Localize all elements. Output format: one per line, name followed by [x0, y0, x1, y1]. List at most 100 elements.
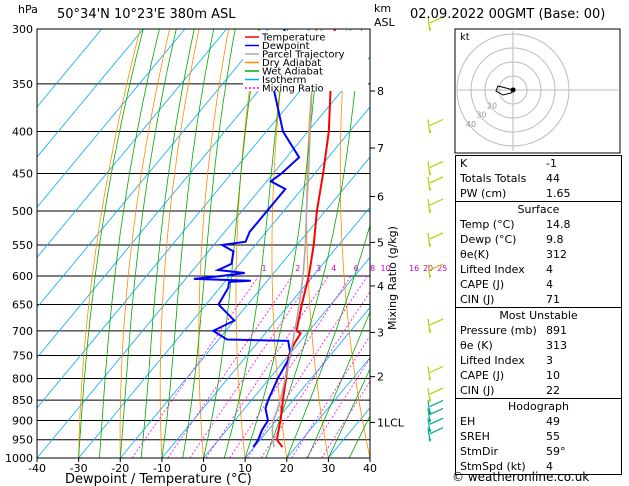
pressure-tick-label: 500 [12, 205, 33, 218]
table-row: StmDir 59° [456, 444, 621, 459]
wind-barb-flag [429, 16, 444, 24]
row-value: 312 [546, 248, 567, 261]
asl-label: ASL [374, 16, 396, 29]
wind-barb-dot [428, 398, 432, 402]
isotherm--100 [37, 29, 144, 158]
temp-tick-label: 0 [200, 462, 207, 475]
table-row: Totals Totals 44 [456, 171, 621, 186]
dry-adiabat [306, 29, 329, 458]
row-label: θe (K) [460, 339, 493, 352]
table-row: Lifted Index 3 [456, 353, 621, 368]
pressure-tick-label: 800 [12, 372, 33, 385]
wet-adiabat [203, 29, 260, 458]
table-row: SREH 55 [456, 429, 621, 444]
dry-adiabat [235, 29, 259, 458]
km-tick-label: 1LCL [377, 416, 405, 429]
row-label: CAPE (J) [460, 278, 505, 291]
wind-barb-flag [429, 198, 444, 206]
dry-adiabat [78, 29, 141, 458]
hpa-label: hPa [18, 3, 38, 16]
row-value: 9.8 [546, 233, 564, 246]
series-parcel-trajectory [271, 29, 317, 448]
wind-barb-dot [428, 429, 432, 432]
temp-tick-label: -10 [153, 462, 171, 475]
mixing-ratio-line-20 [306, 357, 370, 458]
dry-adiabat [159, 29, 200, 458]
row-label: K [460, 157, 468, 170]
isotherm--70 [37, 29, 269, 309]
row-label: SREH [460, 430, 490, 443]
km-label: km [374, 2, 391, 15]
mixing-ratio-line-16 [291, 335, 370, 458]
table-row: Pressure (mb) 891 [456, 323, 621, 338]
wind-barb-flag [429, 176, 444, 184]
table-row: CAPE (J) 10 [456, 368, 621, 383]
km-tick-label: 8 [377, 85, 384, 98]
row-label: StmSpd (kt) [460, 460, 526, 473]
pressure-tick-label: 650 [12, 299, 33, 312]
wind-barb-dot [428, 209, 432, 213]
most-unstable-title: Most Unstable [456, 307, 621, 323]
mixing-ratio-line-8 [246, 275, 368, 458]
wind-barb-flag [429, 232, 444, 240]
most-unstable-rows: Pressure (mb) 891 θe (K) 313 Lifted Index 3 CA… [456, 323, 621, 398]
legend-label: Dewpoint [262, 41, 310, 52]
isotherm--90 [37, 29, 186, 208]
wind-barb-flag [429, 263, 444, 271]
wind-barb-dot [428, 411, 432, 414]
table-row: θe (K) 313 [456, 338, 621, 353]
isotherm-0 [203, 256, 370, 458]
table-row: Lifted Index 4 [456, 262, 621, 277]
isotherm--30 [78, 106, 370, 458]
temp-tick-label: 20 [280, 462, 294, 475]
table-row: K -1 [456, 156, 621, 171]
pressure-tick-label: 1000 [5, 452, 33, 465]
mixing-ratio-line-3 [189, 275, 314, 458]
pressure-tick-label: 850 [12, 394, 33, 407]
wind-barb-flag [429, 399, 444, 407]
wind-barb-flag [429, 365, 444, 374]
wind-barb-flag [429, 427, 444, 435]
hodograph-kt-label: kt [460, 32, 470, 43]
surface-title: Surface [456, 201, 621, 217]
pressure-tick-label: 300 [12, 23, 33, 36]
dry-adiabat [119, 29, 170, 458]
temp-tick-label: -40 [28, 462, 46, 475]
wind-barb-dot [428, 377, 432, 380]
legend-background [243, 31, 368, 91]
mixing-ratio-line-1 [131, 275, 259, 458]
location-title: 50°34'N 10°23'E 380m ASL [57, 7, 236, 22]
pressure-tick-label: 950 [12, 434, 33, 447]
temperature-axis: -40 -30 -20 -10 0 10 20 30 40 [28, 458, 377, 475]
row-value: 14.8 [546, 218, 571, 231]
row-value: 10 [546, 369, 560, 382]
row-label: Lifted Index [460, 354, 525, 367]
surface-rows: Temp (°C) 14.8 Dewp (°C) 9.8 θe(K) 312 Lifted … [456, 217, 621, 307]
hodograph-rows: EH 49 SREH 55 StmDir 59° StmSpd (kt) 4 [456, 414, 621, 474]
row-label: θe(K) [460, 248, 490, 261]
mixing-ratio-label: 25 [437, 264, 447, 273]
mixing-ratio-label: 8 [370, 264, 375, 273]
row-label: Dewp (°C) [460, 233, 517, 246]
mixing-ratio-line-2 [167, 275, 293, 458]
storm-motion-marker [510, 87, 516, 93]
dry-adiabat [198, 29, 229, 458]
chart-background-lines [37, 29, 370, 458]
hodograph-ring-label: 20 [487, 101, 497, 110]
wind-barb-dot [428, 243, 432, 247]
temp-tick-label: 30 [321, 462, 335, 475]
row-value: 49 [546, 415, 560, 428]
legend-label: Mixing Ratio [262, 84, 324, 95]
dry-adiabat [339, 29, 370, 458]
mixing-ratio-label: 4 [331, 264, 336, 273]
row-value: 3 [546, 354, 553, 367]
km-tick-label: 3 [377, 326, 384, 339]
km-tick-label: 2 [377, 371, 384, 384]
wind-barbs [427, 16, 444, 442]
wind-barb-dot [428, 274, 432, 278]
isotherm-10 [244, 306, 370, 458]
row-label: Pressure (mb) [460, 324, 537, 337]
table-row: CIN (J) 22 [456, 383, 621, 398]
wet-adiabat [161, 29, 215, 458]
